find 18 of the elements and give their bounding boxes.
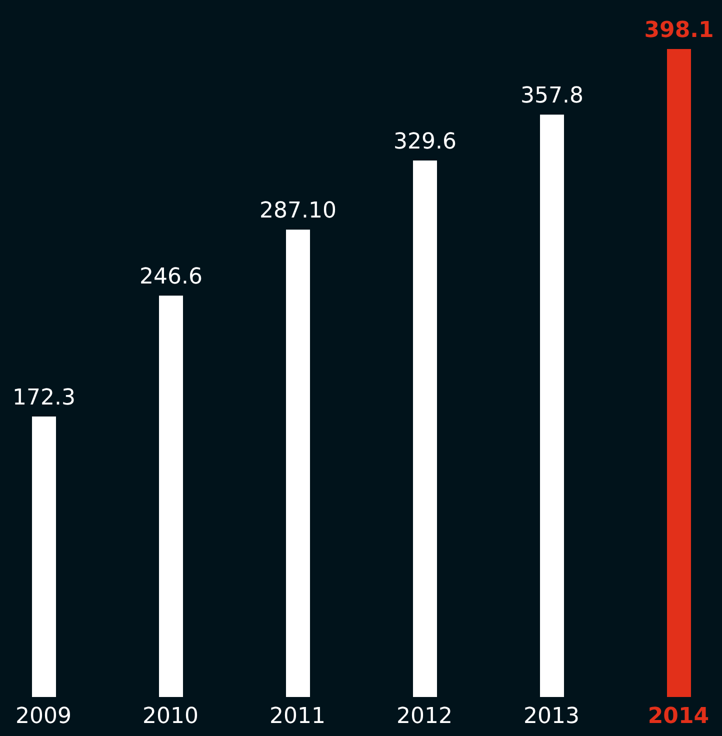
bar <box>667 49 691 697</box>
data-label: 398.1 <box>644 18 714 43</box>
bar <box>413 160 437 697</box>
bar <box>540 114 564 697</box>
data-label: 172.3 <box>12 386 76 411</box>
x-tick-label: 2010 <box>142 704 198 729</box>
x-tick-label: 2014 <box>648 704 710 729</box>
data-label: 329.6 <box>394 130 456 154</box>
bar <box>286 230 310 697</box>
bar <box>159 296 183 697</box>
x-tick-label: 2012 <box>396 704 452 729</box>
x-tick-label: 2009 <box>16 704 72 729</box>
bar <box>32 416 56 697</box>
x-tick-label: 2011 <box>270 704 326 729</box>
data-label: 357.8 <box>520 84 584 109</box>
data-label: 287.10 <box>260 198 336 224</box>
x-tick-label: 2013 <box>524 704 580 729</box>
data-label: 246.6 <box>140 264 202 290</box>
